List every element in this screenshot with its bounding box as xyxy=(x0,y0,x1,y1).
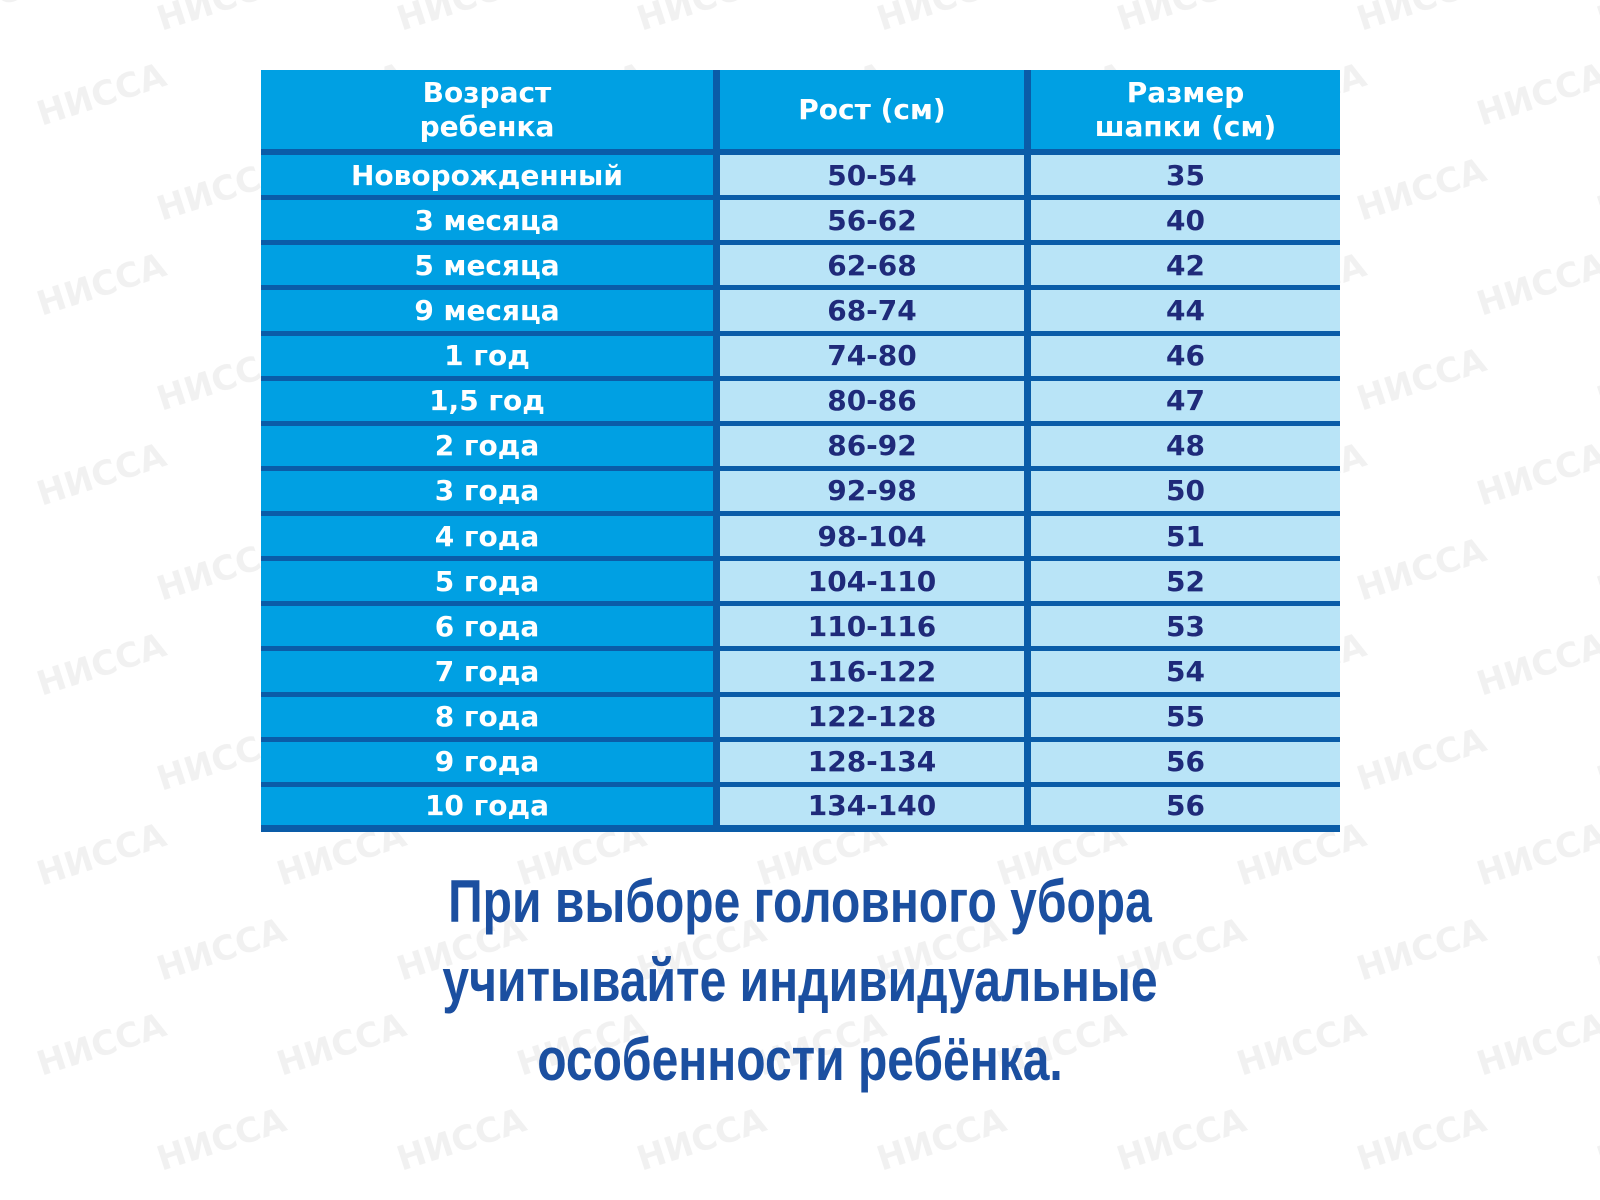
note-line: При выборе головного убора xyxy=(448,868,1152,935)
cell-hat-size: 47 xyxy=(1031,380,1340,426)
watermark-logo: НИССА xyxy=(1591,150,1600,230)
cell-age: Новорожденный xyxy=(261,155,720,201)
watermark-logo: НИССА xyxy=(1591,1100,1600,1180)
cell-hat-size: 46 xyxy=(1031,335,1340,381)
watermark-logo: НИССА xyxy=(1591,720,1600,800)
watermark-logo: НИССА xyxy=(1351,0,1491,40)
cell-height: 92-98 xyxy=(720,470,1031,517)
cell-hat-size: 40 xyxy=(1031,200,1340,246)
cell-hat-size: 56 xyxy=(1031,741,1340,787)
watermark-logo: НИССА xyxy=(1351,150,1491,230)
note-line: особенности ребёнка. xyxy=(537,1026,1063,1093)
watermark-logo: НИССА xyxy=(151,1100,291,1180)
cell-age: 5 месяца xyxy=(261,245,720,291)
cell-height: 110-116 xyxy=(720,606,1031,652)
cell-height: 128-134 xyxy=(720,741,1031,787)
cell-height: 80-86 xyxy=(720,380,1031,426)
cell-height: 86-92 xyxy=(720,425,1031,471)
watermark-logo: НИССА xyxy=(1351,530,1491,610)
watermark-logo: НИССА xyxy=(871,1100,1011,1180)
note: При выборе головного убора учитывайте ин… xyxy=(0,862,1600,1099)
watermark-logo: НИССА xyxy=(1351,340,1491,420)
cell-age: 8 года xyxy=(261,696,720,742)
cell-height: 74-80 xyxy=(720,335,1031,381)
cell-age: 3 года xyxy=(261,470,720,517)
watermark-logo: НИССА xyxy=(631,0,771,40)
watermark-logo: НИССА xyxy=(1471,435,1600,515)
cell-height: 104-110 xyxy=(720,561,1031,607)
watermark-logo: НИССА xyxy=(1351,720,1491,800)
watermark-logo: НИССА xyxy=(1351,1100,1491,1180)
cell-age: 3 месяца xyxy=(261,200,720,246)
cell-height: 62-68 xyxy=(720,245,1031,291)
watermark-logo: НИССА xyxy=(31,245,171,325)
cell-hat-size: 56 xyxy=(1031,786,1340,832)
header-height: Рост (см) xyxy=(720,70,1031,155)
watermark-logo: НИССА xyxy=(391,1100,531,1180)
cell-age: 1,5 год xyxy=(261,380,720,426)
cell-age: 5 года xyxy=(261,561,720,607)
cell-hat-size: 42 xyxy=(1031,245,1340,291)
watermark-logo: НИССА xyxy=(31,435,171,515)
cell-age: 9 года xyxy=(261,741,720,787)
watermark-logo: НИССА xyxy=(1591,530,1600,610)
cell-age: 2 года xyxy=(261,425,720,471)
watermark-logo: НИССА xyxy=(1111,1100,1251,1180)
watermark-logo: НИССА xyxy=(1111,0,1251,40)
note-line: учитывайте индивидуальные xyxy=(442,947,1158,1014)
watermark-logo: НИССА xyxy=(31,625,171,705)
cell-age: 7 года xyxy=(261,651,720,697)
cell-height: 56-62 xyxy=(720,200,1031,246)
header-age: Возраст ребенка xyxy=(261,70,720,155)
watermark-logo: НИССА xyxy=(1471,625,1600,705)
cell-hat-size: 54 xyxy=(1031,651,1340,697)
watermark-logo: НИССА xyxy=(871,0,1011,40)
watermark-logo: НИССА xyxy=(1591,340,1600,420)
cell-height: 68-74 xyxy=(720,290,1031,336)
cell-height: 116-122 xyxy=(720,651,1031,697)
cell-hat-size: 53 xyxy=(1031,606,1340,652)
cell-hat-size: 35 xyxy=(1031,155,1340,201)
cell-hat-size: 55 xyxy=(1031,696,1340,742)
watermark-logo: НИССА xyxy=(391,0,531,40)
cell-hat-size: 44 xyxy=(1031,290,1340,336)
cell-hat-size: 51 xyxy=(1031,516,1340,562)
cell-age: 1 год xyxy=(261,335,720,381)
watermark-logo: НИССА xyxy=(1591,0,1600,40)
cell-height: 98-104 xyxy=(720,516,1031,562)
watermark-logo: НИССА xyxy=(31,55,171,135)
cell-age: 10 года xyxy=(261,786,720,832)
cell-height: 50-54 xyxy=(720,155,1031,201)
watermark-logo: НИССА xyxy=(1471,245,1600,325)
cell-hat-size: 50 xyxy=(1031,470,1340,517)
cell-age: 6 года xyxy=(261,606,720,652)
size-table: Возраст ребенка Рост (см) Размер шапки (… xyxy=(261,70,1340,832)
cell-height: 134-140 xyxy=(720,786,1031,832)
cell-age: 9 месяца xyxy=(261,290,720,336)
watermark-logo: НИССА xyxy=(631,1100,771,1180)
watermark-logo: НИССА xyxy=(1471,55,1600,135)
cell-hat-size: 48 xyxy=(1031,425,1340,471)
watermark-logo: НИССА xyxy=(151,0,291,40)
cell-hat-size: 52 xyxy=(1031,561,1340,607)
cell-height: 122-128 xyxy=(720,696,1031,742)
watermark-logo: НИССА xyxy=(0,0,51,40)
cell-age: 4 года xyxy=(261,516,720,562)
header-hat-size: Размер шапки (см) xyxy=(1031,70,1340,155)
